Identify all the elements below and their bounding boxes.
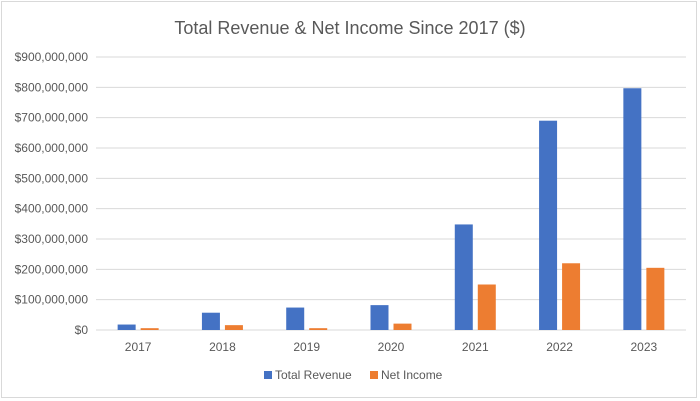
bar-net-income-2020 <box>393 323 412 330</box>
legend-swatch <box>264 371 272 379</box>
x-tick-label: 2019 <box>293 340 320 354</box>
y-tick-label: $700,000,000 <box>15 111 89 125</box>
y-tick-label: $800,000,000 <box>15 80 89 94</box>
y-tick-label: $100,000,000 <box>15 293 89 307</box>
y-tick-label: $300,000,000 <box>15 232 89 246</box>
bar-net-income-2019 <box>309 328 328 330</box>
y-tick-label: $400,000,000 <box>15 202 89 216</box>
y-axis-ticks: $0 $100,000,000 $200,000,000 $300,000,000 $4… <box>15 50 89 337</box>
chart-title: Total Revenue & Net Income Since 2017 ($… <box>174 18 525 38</box>
x-tick-label: 2023 <box>631 340 658 354</box>
bar-total-revenue-2023 <box>623 88 642 330</box>
x-tick-label: 2018 <box>209 340 236 354</box>
y-tick-label: $600,000,000 <box>15 141 89 155</box>
x-tick-label: 2021 <box>462 340 489 354</box>
legend-label: Net Income <box>381 368 443 382</box>
x-tick-label: 2020 <box>378 340 405 354</box>
y-tick-label: $900,000,000 <box>15 50 89 64</box>
bar-net-income-2022 <box>562 263 581 330</box>
bar-total-revenue-2019 <box>286 307 305 330</box>
gridlines <box>96 56 686 331</box>
y-tick-label: $500,000,000 <box>15 171 89 185</box>
bar-net-income-2021 <box>477 284 496 330</box>
bar-total-revenue-2022 <box>539 120 558 330</box>
bar-net-income-2018 <box>224 325 243 330</box>
x-tick-label: 2022 <box>546 340 573 354</box>
y-tick-label: $200,000,000 <box>15 262 89 276</box>
legend: Total Revenue Net Income <box>264 368 443 382</box>
bar-net-income-2023 <box>646 267 665 330</box>
bar-total-revenue-2020 <box>370 305 389 330</box>
y-tick-label: $0 <box>75 323 89 337</box>
legend-swatch <box>370 371 378 379</box>
bars <box>117 88 665 330</box>
bar-total-revenue-2017 <box>117 324 136 330</box>
x-tick-label: 2017 <box>125 340 152 354</box>
bar-total-revenue-2018 <box>201 312 220 330</box>
bar-total-revenue-2021 <box>454 224 473 330</box>
bar-net-income-2017 <box>140 328 159 330</box>
legend-label: Total Revenue <box>275 368 352 382</box>
x-axis-ticks: 2017 2018 2019 2020 2021 2022 2023 <box>125 340 658 354</box>
